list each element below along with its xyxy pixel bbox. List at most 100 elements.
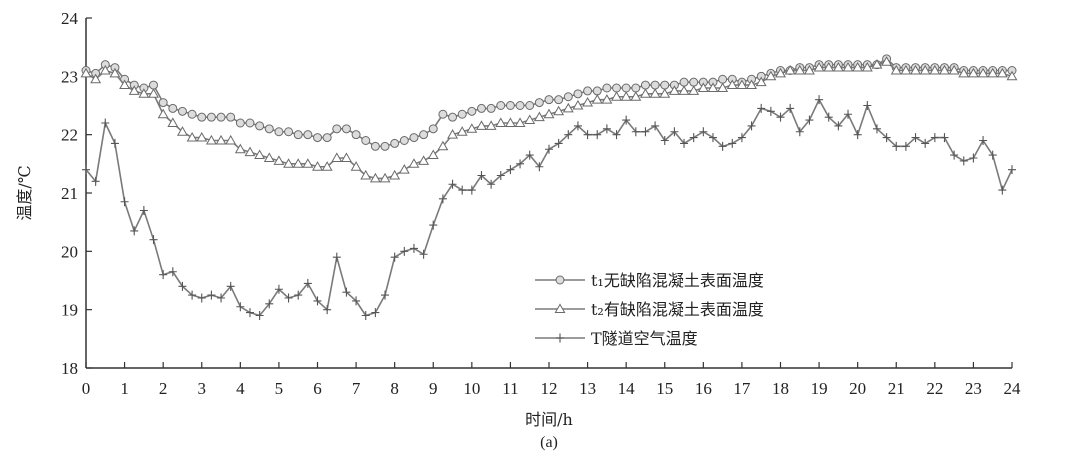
data-point bbox=[265, 299, 274, 309]
data-point bbox=[236, 302, 245, 312]
data-point bbox=[892, 141, 901, 151]
y-tick-label: 21 bbox=[61, 184, 78, 203]
data-point bbox=[496, 171, 505, 180]
data-point bbox=[689, 77, 699, 87]
data-point bbox=[516, 159, 525, 169]
data-point bbox=[255, 121, 265, 131]
data-point bbox=[110, 138, 119, 148]
data-point bbox=[313, 296, 322, 306]
data-point bbox=[746, 79, 758, 90]
data-point bbox=[293, 130, 303, 140]
data-point bbox=[979, 136, 988, 145]
data-point bbox=[399, 136, 409, 145]
data-point bbox=[312, 161, 323, 171]
data-point bbox=[562, 102, 574, 113]
data-point bbox=[900, 64, 912, 75]
data-point bbox=[795, 127, 804, 137]
data-point bbox=[901, 141, 910, 151]
data-point bbox=[650, 80, 660, 90]
legend-label: T隧道空气温度 bbox=[591, 329, 698, 348]
data-point bbox=[939, 64, 950, 75]
data-point bbox=[419, 130, 429, 140]
x-tick-label: 4 bbox=[236, 379, 245, 398]
data-point bbox=[844, 109, 853, 119]
data-point bbox=[592, 86, 602, 96]
data-point bbox=[245, 308, 254, 318]
data-point bbox=[495, 117, 507, 127]
data-point bbox=[670, 127, 679, 137]
data-point bbox=[341, 124, 351, 134]
x-tick-label: 24 bbox=[1004, 379, 1022, 398]
data-point bbox=[486, 103, 496, 113]
data-point bbox=[400, 246, 409, 256]
data-point bbox=[969, 153, 978, 163]
data-point bbox=[274, 127, 284, 137]
data-point bbox=[226, 112, 236, 122]
x-tick-label: 7 bbox=[352, 379, 361, 398]
data-point bbox=[708, 133, 717, 143]
data-point bbox=[988, 150, 997, 160]
data-point bbox=[649, 88, 661, 98]
data-point bbox=[593, 130, 602, 140]
x-tick-label: 18 bbox=[772, 379, 789, 398]
y-tick-label: 20 bbox=[61, 242, 78, 261]
data-point bbox=[803, 64, 815, 75]
data-point bbox=[775, 67, 786, 78]
series-layer bbox=[80, 54, 1018, 320]
x-tick-label: 22 bbox=[926, 379, 943, 398]
data-point bbox=[207, 290, 216, 300]
data-point bbox=[187, 109, 197, 119]
data-point bbox=[408, 158, 420, 168]
x-tick-label: 21 bbox=[888, 379, 905, 398]
x-tick-label: 0 bbox=[82, 379, 91, 398]
data-point bbox=[149, 235, 158, 245]
data-point bbox=[313, 133, 322, 143]
data-point bbox=[611, 91, 622, 101]
data-point bbox=[167, 117, 179, 127]
data-point bbox=[255, 311, 264, 320]
data-point bbox=[226, 281, 235, 291]
data-point bbox=[398, 164, 410, 174]
x-tick-label: 8 bbox=[390, 379, 399, 398]
data-point bbox=[438, 194, 447, 204]
data-point bbox=[699, 127, 708, 137]
data-point bbox=[381, 290, 390, 300]
data-point bbox=[244, 146, 256, 157]
legend-item: t₁无缺陷混凝土表面温度 bbox=[535, 271, 764, 290]
data-point bbox=[99, 64, 111, 75]
data-point bbox=[197, 112, 207, 122]
data-point bbox=[680, 138, 689, 148]
data-point bbox=[504, 117, 516, 127]
legend-label: t₁无缺陷混凝土表面温度 bbox=[591, 271, 764, 290]
y-tick-label: 24 bbox=[61, 9, 79, 28]
data-point bbox=[225, 134, 237, 145]
data-point bbox=[668, 85, 680, 95]
data-point bbox=[757, 103, 766, 113]
data-point bbox=[245, 118, 255, 128]
data-point bbox=[689, 133, 698, 143]
data-point bbox=[188, 290, 197, 300]
data-point bbox=[824, 112, 833, 122]
series-triangle bbox=[80, 56, 1018, 183]
data-point bbox=[659, 88, 671, 98]
plot-area bbox=[85, 18, 1012, 369]
data-point bbox=[728, 138, 737, 148]
data-point bbox=[264, 124, 274, 134]
data-point bbox=[206, 112, 216, 122]
data-point bbox=[429, 220, 438, 230]
data-point bbox=[697, 82, 709, 92]
data-point bbox=[302, 158, 314, 168]
data-point bbox=[573, 121, 582, 131]
data-point bbox=[525, 101, 535, 110]
data-point bbox=[159, 270, 168, 280]
data-point bbox=[553, 105, 565, 116]
y-tick-label: 18 bbox=[61, 359, 78, 378]
data-point bbox=[958, 67, 970, 78]
x-tick-label: 19 bbox=[811, 379, 828, 398]
data-point bbox=[718, 74, 728, 84]
data-point bbox=[919, 64, 931, 75]
data-point bbox=[419, 249, 428, 259]
data-point bbox=[371, 308, 380, 318]
data-point bbox=[438, 109, 448, 119]
